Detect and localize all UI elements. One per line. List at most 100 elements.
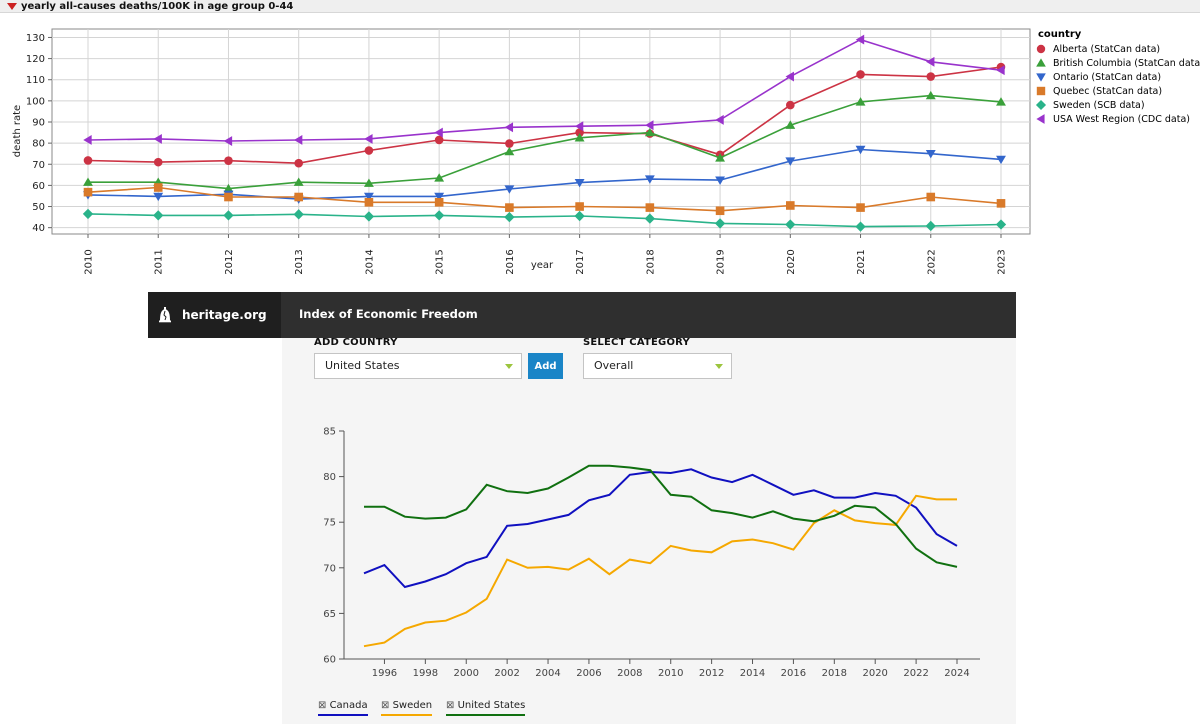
x-tick-label: 2006 (576, 668, 601, 679)
x-tick-label: 1996 (372, 668, 397, 679)
x-tick-label: 2011 (154, 249, 165, 274)
data-point (574, 121, 584, 132)
data-point (223, 210, 234, 221)
data-point (574, 178, 585, 188)
data-point (855, 221, 866, 232)
legend-entry: USA West Region (CDC data) (1034, 112, 1200, 126)
y-tick-label: 85 (323, 427, 336, 438)
x-tick-label: 2018 (822, 668, 847, 679)
data-point (293, 135, 303, 145)
data-point (996, 65, 1005, 76)
data-point (504, 146, 515, 156)
deaths-line-chart: 40 50 60 70 80 90 100 110 120 130 2010 2011 2012 2013… (12, 28, 1031, 275)
checkbox-icon: ⊠ (381, 700, 393, 711)
x-tick-label: 1998 (413, 668, 438, 679)
data-point (363, 178, 374, 187)
x-tick-label: 2016 (781, 668, 806, 679)
data-point (294, 158, 303, 168)
data-point (363, 211, 375, 222)
x-tick-label: 2019 (716, 249, 727, 274)
heritage-header: heritage.org Index of Economic Freedom (148, 292, 1016, 338)
chevron-down-icon (715, 364, 723, 369)
data-point (364, 197, 374, 207)
heritage-brand[interactable]: heritage.org (148, 292, 281, 338)
checkbox-icon: ⊠ (446, 700, 458, 711)
data-point (434, 173, 445, 182)
data-point (715, 176, 726, 185)
data-point (223, 183, 234, 193)
add-country-button[interactable]: Add (528, 353, 563, 379)
series-line (364, 464, 958, 568)
data-point (434, 192, 445, 202)
x-tick-label: 2020 (862, 668, 887, 679)
legend-marker-icon (1036, 73, 1046, 82)
data-point (434, 197, 444, 207)
category-select[interactable]: Overall (583, 353, 732, 379)
data-point (926, 56, 935, 67)
data-point (505, 203, 514, 212)
data-point (855, 34, 865, 45)
data-point (293, 177, 304, 186)
legend-marker-icon (1036, 86, 1046, 96)
series-line (87, 66, 1002, 165)
add-country-label: ADD COUNTRY (314, 337, 398, 348)
data-point (715, 206, 725, 216)
data-point (504, 122, 514, 133)
data-point (153, 183, 163, 192)
plot-frame (51, 28, 1031, 235)
y-tick-label: 100 (26, 96, 45, 107)
y-tick-label: 60 (32, 181, 45, 192)
data-point (996, 199, 1006, 208)
data-point (504, 185, 515, 194)
legend-label: Quebec (StatCan data) (1053, 85, 1163, 97)
data-point (714, 218, 726, 229)
y-tick-label: 80 (32, 139, 45, 150)
data-point (574, 133, 585, 142)
legend-marker (1035, 99, 1047, 111)
series-line (87, 213, 1002, 228)
x-tick-label: 2023 (997, 249, 1008, 274)
liberty-bell-icon (159, 307, 171, 323)
series-line (87, 38, 1002, 142)
category-select-value: Overall (594, 359, 634, 372)
data-point (574, 210, 585, 222)
x-tick-label: 2012 (224, 249, 235, 274)
data-point (855, 145, 866, 155)
data-point (996, 155, 1006, 165)
x-tick-label: 2010 (84, 249, 95, 274)
data-point (575, 128, 584, 137)
series-line (87, 186, 1002, 212)
data-point (926, 192, 936, 202)
data-point (294, 192, 303, 202)
brand-name: heritage.org (182, 308, 267, 322)
data-point (856, 70, 865, 79)
y-tick-label: 110 (26, 75, 45, 86)
legend-toggle-sweden[interactable]: ⊠ Sweden (381, 700, 433, 716)
data-point (83, 187, 93, 197)
data-point (996, 97, 1006, 106)
legend-marker (1036, 73, 1046, 82)
legend-label: Ontario (StatCan data) (1053, 71, 1162, 83)
data-point (504, 211, 515, 223)
x-tick-label: 2024 (944, 668, 969, 679)
chart-title-bar (0, 0, 1200, 13)
deaths-chart-legend: country Alberta (StatCan data) British Co… (1034, 29, 1200, 126)
data-point (925, 150, 936, 159)
data-point (786, 100, 795, 110)
x-tick-label: 2014 (364, 249, 375, 274)
x-tick-label: 2008 (617, 668, 642, 679)
country-select-value: United States (325, 359, 400, 372)
data-point (575, 202, 584, 211)
legend-entry: British Columbia (StatCan data) (1034, 56, 1200, 70)
x-tick-label: 2014 (740, 668, 765, 679)
legend-toggle-united-states[interactable]: ⊠ United States (446, 700, 526, 716)
y-tick-label: 120 (26, 54, 45, 65)
data-point (926, 72, 936, 81)
data-point (786, 201, 795, 210)
series-line (87, 148, 1002, 200)
country-select[interactable]: United States (314, 353, 522, 379)
x-tick-label: 2022 (926, 249, 937, 274)
disclosure-triangle-icon[interactable] (7, 3, 17, 10)
y-tick-label: 75 (323, 518, 336, 529)
legend-toggle-canada[interactable]: ⊠ Canada (318, 700, 368, 716)
